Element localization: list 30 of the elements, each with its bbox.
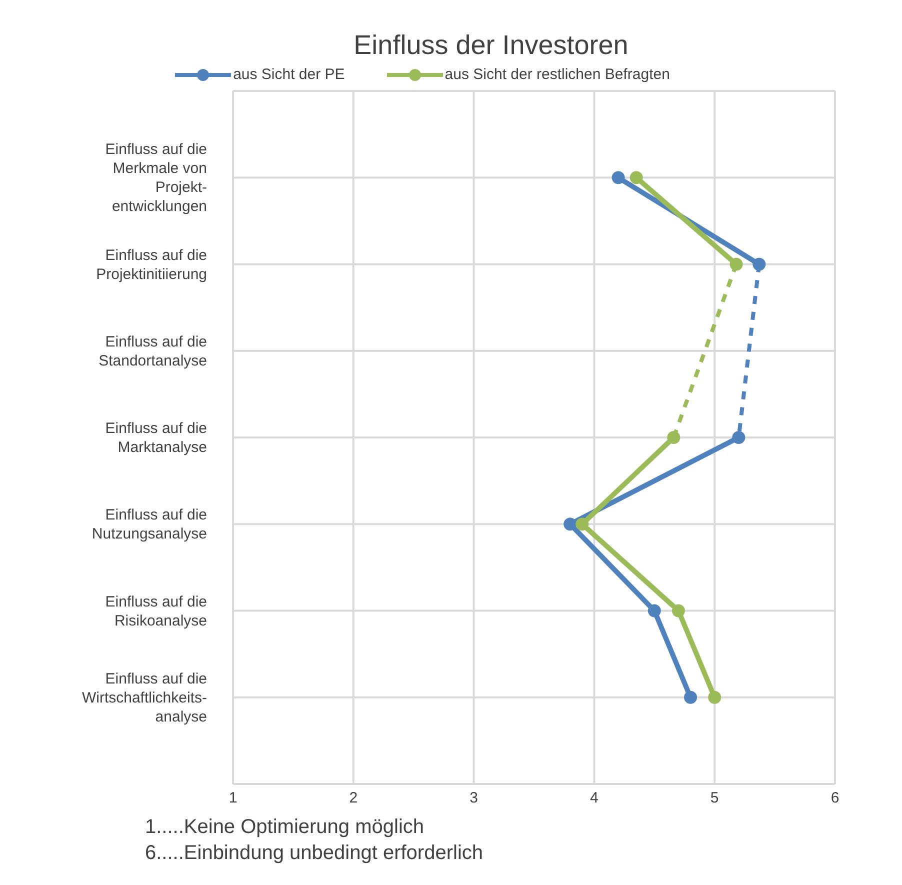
x-tick-label: 6 (830, 790, 840, 807)
point (672, 604, 685, 618)
y-tick-label: Einfluss auf die Projektinitiierung (96, 246, 207, 283)
point (576, 518, 589, 531)
text: 6.....Einbindung unbedingt erforderlich (145, 841, 484, 866)
point (708, 690, 722, 704)
y-tick-label: Einfluss auf die Nutzungsanalyse (92, 506, 207, 543)
point (732, 431, 746, 444)
point (648, 604, 661, 618)
x-tick-label: 4 (590, 790, 598, 807)
point (730, 258, 743, 271)
text: 1.....Keine Optimierung möglich (145, 815, 426, 840)
point (612, 171, 625, 184)
x-tick-label: 3 (470, 790, 478, 807)
y-tick-label: Einfluss auf die Wirtschaftlichkeits- analyse (82, 670, 207, 726)
x-tick-label: 1 (228, 790, 238, 807)
legend-label: aus Sicht der restlichen Befragten (444, 66, 670, 83)
chart-title: Einfluss der Investoren (352, 29, 630, 62)
point (684, 690, 698, 704)
point (667, 431, 680, 444)
y-tick-label: Einfluss auf die Merkmale von Projekt- entwicklungen (105, 141, 207, 216)
legend-label: aus Sicht der PE (233, 66, 345, 83)
y-tick-label: Einfluss auf die Standortanalyse (98, 333, 207, 370)
x-tick-label: 5 (710, 790, 719, 807)
y-tick-label: Einfluss auf die Marktanalyse (105, 420, 207, 456)
point (752, 258, 766, 271)
y-tick-label: Einfluss auf die Risikoanalyse (105, 593, 207, 630)
point (564, 518, 577, 531)
point (630, 171, 643, 184)
x-tick-label: 2 (349, 790, 358, 807)
